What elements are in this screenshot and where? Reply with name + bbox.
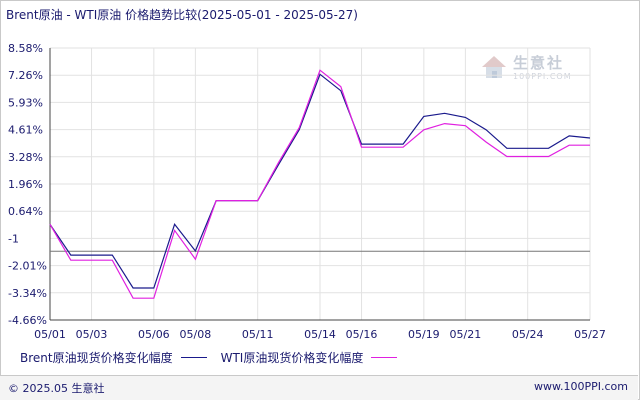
footer-bar: © 2025.05 生意社 www.100PPI.com — [0, 375, 638, 400]
chart-title: Brent原油 - WTI原油 价格趋势比较(2025-05-01 - 2025… — [6, 8, 358, 22]
x-tick-label: 05/19 — [408, 328, 440, 341]
y-tick-label: -3.34% — [8, 287, 47, 300]
y-tick-label: -1 — [8, 232, 19, 245]
y-tick-label: 7.26% — [8, 69, 43, 82]
legend-swatch-brent — [180, 357, 207, 358]
footer-site-link[interactable]: www.100PPI.com — [534, 380, 628, 393]
legend-label-brent: Brent原油现货价格变化幅度 — [20, 351, 173, 365]
y-tick-label: 0.64% — [8, 205, 43, 218]
series-line-wti — [49, 69, 590, 299]
y-tick-label: 4.61% — [8, 124, 43, 137]
house-icon — [482, 56, 506, 78]
x-tick-label: 05/08 — [180, 328, 212, 341]
footer-copyright: © 2025.05 生意社 — [8, 382, 105, 395]
y-tick-label: 8.58% — [8, 42, 43, 55]
y-tick-label: -4.66% — [8, 314, 47, 327]
legend-item-brent: Brent原油现货价格变化幅度 — [20, 349, 207, 366]
legend-label-wti: WTI原油现货价格变化幅度 — [220, 351, 364, 365]
x-tick-label: 05/01 — [34, 328, 66, 341]
x-tick-label: 05/24 — [512, 328, 544, 341]
y-tick-label: -2.01% — [8, 260, 47, 273]
x-tick-label: 05/11 — [242, 328, 274, 341]
series-line-brent — [49, 73, 591, 289]
watermark-brand: 生意社 — [513, 54, 565, 72]
y-tick-label: 5.93% — [8, 96, 43, 109]
x-tick-label: 05/21 — [450, 328, 482, 341]
y-tick-label: 1.96% — [8, 178, 43, 191]
x-tick-label: 05/06 — [138, 328, 170, 341]
x-tick-label: 05/27 — [574, 328, 606, 341]
legend-swatch-wti — [371, 357, 398, 358]
x-tick-label: 05/14 — [304, 328, 336, 341]
watermark-logo: 生意社 100PPI.COM — [479, 50, 579, 86]
x-tick-label: 05/03 — [76, 328, 108, 341]
y-tick-label: 3.28% — [8, 151, 43, 164]
chart-legend: Brent原油现货价格变化幅度 WTI原油现货价格变化幅度 — [20, 349, 411, 366]
watermark-url: 100PPI.COM — [513, 72, 572, 81]
x-tick-label: 05/16 — [346, 328, 378, 341]
legend-item-wti: WTI原油现货价格变化幅度 — [221, 349, 398, 366]
